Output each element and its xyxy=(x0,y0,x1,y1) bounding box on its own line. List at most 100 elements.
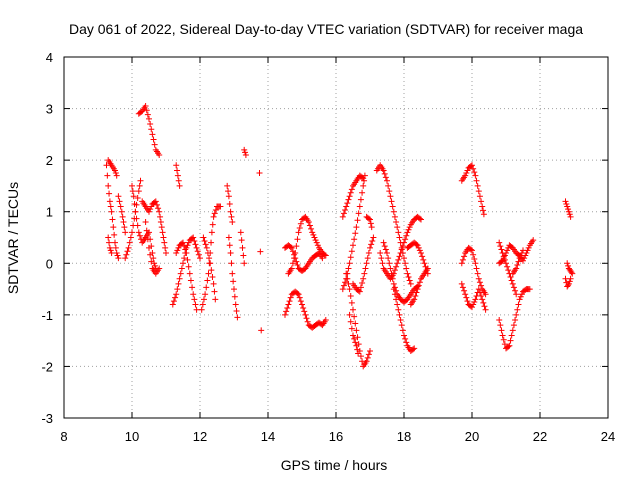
data-point xyxy=(357,196,364,203)
data-point xyxy=(322,252,329,259)
data-point xyxy=(150,255,157,262)
data-point xyxy=(183,249,190,256)
data-point xyxy=(364,354,371,361)
data-point xyxy=(116,198,123,205)
data-point xyxy=(391,213,398,220)
data-point xyxy=(378,255,385,262)
data-point xyxy=(405,274,412,281)
data-point xyxy=(190,234,197,241)
data-point xyxy=(478,292,485,299)
data-point xyxy=(181,255,188,262)
data-point xyxy=(562,198,569,205)
data-point xyxy=(365,249,372,256)
data-point xyxy=(406,277,413,284)
data-point xyxy=(178,265,185,272)
data-point xyxy=(565,282,572,289)
data-point xyxy=(227,249,234,256)
data-point xyxy=(367,347,373,354)
data-point xyxy=(208,267,215,274)
data-point xyxy=(394,301,401,308)
data-point xyxy=(518,249,525,256)
data-point xyxy=(514,262,521,269)
data-point xyxy=(472,260,479,267)
data-point xyxy=(512,287,519,294)
data-point xyxy=(229,270,236,277)
data-point xyxy=(354,346,361,353)
data-point xyxy=(505,343,512,350)
data-points xyxy=(103,102,576,370)
data-point xyxy=(398,246,405,253)
data-point xyxy=(352,230,359,237)
data-point xyxy=(347,318,354,325)
data-point xyxy=(418,216,424,223)
data-point xyxy=(203,244,210,251)
data-point xyxy=(478,198,485,205)
data-point xyxy=(304,318,311,325)
x-tick-labels: 8 10 12 14 16 18 20 22 24 xyxy=(60,429,615,444)
y-tick-labels: -3 -2 -1 0 1 2 3 4 xyxy=(41,50,53,426)
data-point xyxy=(385,255,392,262)
data-point xyxy=(416,247,423,254)
data-point xyxy=(126,239,133,246)
data-point xyxy=(339,286,346,293)
data-point xyxy=(517,293,524,300)
data-point xyxy=(513,311,520,318)
data-point xyxy=(507,274,514,281)
data-point xyxy=(296,294,303,301)
data-point xyxy=(354,217,361,224)
data-point xyxy=(112,244,119,251)
data-point xyxy=(122,255,129,262)
data-point xyxy=(476,193,483,200)
data-point xyxy=(411,296,418,303)
data-point xyxy=(130,193,137,200)
data-point xyxy=(144,236,151,243)
data-point xyxy=(508,277,515,284)
data-point xyxy=(231,293,238,300)
data-point xyxy=(198,306,205,313)
data-point xyxy=(469,162,475,169)
x-tick-label: 20 xyxy=(465,429,479,444)
data-point xyxy=(565,208,572,215)
data-point xyxy=(148,203,155,210)
data-point xyxy=(119,213,126,220)
data-point xyxy=(186,270,193,277)
data-point xyxy=(295,291,302,298)
y-tick-label: 3 xyxy=(46,102,53,117)
data-point xyxy=(297,220,304,227)
data-point xyxy=(113,249,120,256)
data-point xyxy=(346,260,353,267)
data-point xyxy=(464,298,471,305)
data-point xyxy=(515,301,522,308)
data-point xyxy=(513,265,520,272)
data-point xyxy=(471,169,478,176)
data-point xyxy=(565,280,572,287)
data-point xyxy=(478,282,485,289)
data-point xyxy=(109,216,116,223)
data-point xyxy=(385,182,392,189)
data-point xyxy=(470,301,477,308)
data-point xyxy=(406,224,413,231)
data-point xyxy=(294,290,301,297)
data-point xyxy=(124,248,131,255)
data-point xyxy=(258,327,265,334)
data-point xyxy=(182,246,189,253)
data-point xyxy=(482,306,489,313)
data-point xyxy=(395,306,402,313)
y-tick-label: 2 xyxy=(46,153,53,168)
data-point xyxy=(107,247,114,254)
data-point xyxy=(117,203,124,210)
data-point xyxy=(127,234,134,241)
data-point xyxy=(148,126,155,133)
data-point xyxy=(206,255,213,262)
data-point xyxy=(403,232,410,239)
data-point xyxy=(481,303,488,310)
data-point xyxy=(472,172,479,179)
data-point xyxy=(173,249,180,256)
data-point xyxy=(568,269,575,276)
data-point xyxy=(233,307,240,314)
data-point xyxy=(294,236,301,243)
data-point xyxy=(174,172,181,179)
data-point xyxy=(404,229,411,236)
data-point xyxy=(345,196,352,203)
data-point xyxy=(499,257,506,264)
